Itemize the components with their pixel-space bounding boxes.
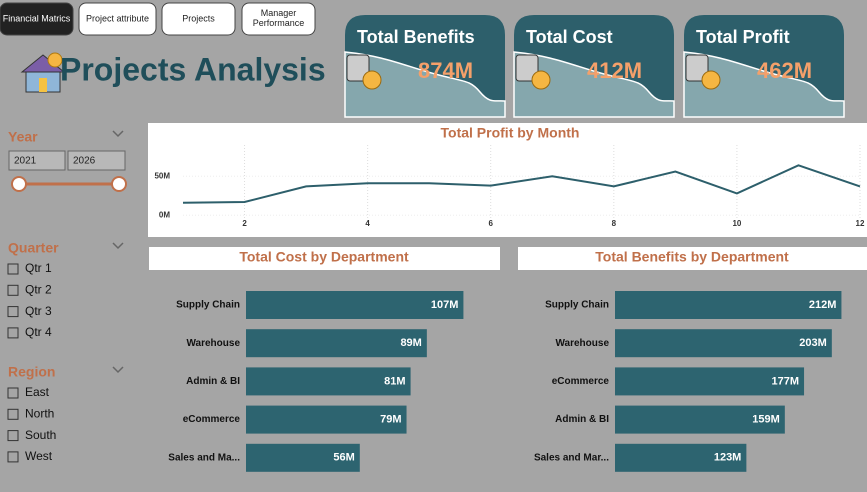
kpi-icon	[685, 54, 709, 82]
kpi-label: Total Profit	[696, 27, 790, 47]
kpi-value: 412M	[587, 58, 642, 83]
bar	[615, 291, 842, 319]
checkbox[interactable]	[7, 284, 19, 296]
filter-option: Qtr 3	[25, 304, 52, 318]
bar-title-box	[149, 247, 500, 270]
data-label: 81M	[384, 375, 405, 387]
filter-option: East	[25, 385, 50, 399]
checkbox[interactable]	[7, 430, 19, 442]
kpi-sparkline-area	[513, 51, 675, 118]
checkbox[interactable]	[7, 263, 19, 275]
year-start-input[interactable]	[8, 150, 66, 171]
x-tick-label: 8	[612, 219, 617, 228]
category-label: Warehouse	[555, 338, 609, 349]
data-label: 123M	[714, 452, 742, 464]
kpi-icon	[346, 54, 370, 82]
x-tick-label: 4	[365, 219, 370, 228]
filter-title: Quarter	[8, 240, 59, 256]
year-slider-handle[interactable]	[11, 176, 27, 192]
filter-option: Qtr 2	[25, 282, 52, 296]
bar	[615, 367, 805, 396]
nav-tab-label: Projects	[182, 13, 215, 23]
x-tick-label: 6	[489, 219, 494, 228]
category-label: Admin & BI	[555, 414, 609, 425]
x-tick-label: 2	[242, 219, 247, 228]
kpi-label: Total Benefits	[357, 27, 475, 47]
logo-icon	[20, 52, 66, 93]
nav-tab-label: Financial Matrics	[3, 13, 71, 23]
category-label: Sales and Ma...	[168, 452, 240, 463]
filter-title: Year	[8, 129, 38, 145]
bar	[615, 405, 785, 434]
y-tick-label: 0M	[159, 210, 170, 219]
data-label: 203M	[799, 337, 827, 349]
bar	[246, 291, 464, 319]
bar	[246, 329, 427, 358]
chart-title: Total Profit by Month	[441, 125, 580, 141]
nav-tab[interactable]	[161, 2, 236, 36]
nav-tab[interactable]	[241, 2, 316, 36]
category-label: Sales and Mar...	[534, 452, 609, 463]
kpi-value: 874M	[418, 58, 473, 83]
category-label: eCommerce	[552, 376, 610, 387]
filter-title: Region	[8, 364, 55, 380]
year-start: 2021	[14, 156, 37, 167]
data-label: 159M	[752, 414, 780, 426]
line-chart-panel	[148, 123, 867, 237]
x-tick-label: 10	[732, 219, 741, 228]
kpi-label: Total Cost	[526, 27, 613, 47]
category-label: eCommerce	[183, 414, 241, 425]
bar-title-box	[518, 247, 867, 270]
kpi-icon-coin	[531, 70, 551, 90]
filter-option: Qtr 1	[25, 261, 52, 275]
y-tick-label: 50M	[154, 171, 170, 180]
year-end: 2026	[73, 156, 96, 167]
checkbox[interactable]	[7, 408, 19, 420]
bar	[246, 405, 407, 434]
x-tick-label: 12	[856, 219, 865, 228]
data-label: 56M	[333, 452, 354, 464]
kpi-sparkline-area	[344, 51, 506, 118]
bar	[615, 443, 747, 472]
category-label: Admin & BI	[186, 376, 240, 387]
kpi-icon-coin	[701, 70, 721, 90]
checkbox[interactable]	[7, 451, 19, 463]
filter-option: West	[25, 449, 53, 463]
nav-tab-label: Manager Performance	[253, 8, 305, 28]
filter-decor	[112, 130, 124, 374]
year-slider-handle[interactable]	[111, 176, 127, 192]
checkbox[interactable]	[7, 387, 19, 399]
line-series	[182, 164, 861, 204]
data-label: 89M	[400, 337, 421, 349]
filter-option: South	[25, 428, 56, 442]
category-label: Supply Chain	[545, 300, 609, 311]
filter-option: Qtr 4	[25, 325, 52, 339]
data-label: 107M	[431, 299, 459, 311]
data-label: 79M	[380, 414, 401, 426]
filter-option: North	[25, 406, 54, 420]
year-end-input[interactable]	[67, 150, 126, 171]
data-label: 177M	[772, 375, 800, 387]
nav-tab[interactable]	[78, 2, 157, 36]
bar	[615, 329, 832, 358]
data-label: 212M	[809, 299, 837, 311]
bar	[246, 367, 411, 396]
category-label: Supply Chain	[176, 300, 240, 311]
kpi-value: 462M	[757, 58, 812, 83]
chart-title: Total Benefits by Department	[595, 249, 789, 265]
page-title: Projects Analysis	[60, 51, 326, 87]
chart-title: Total Cost by Department	[239, 249, 409, 265]
nav-tab-label: Project attribute	[86, 13, 149, 23]
kpi-icon	[515, 54, 539, 82]
checkbox[interactable]	[7, 306, 19, 318]
bar	[246, 443, 360, 472]
checkbox[interactable]	[7, 327, 19, 339]
category-label: Warehouse	[186, 338, 240, 349]
nav-tab[interactable]	[0, 2, 74, 36]
kpi-icon-coin	[362, 70, 382, 90]
kpi-sparkline-area	[683, 51, 845, 118]
